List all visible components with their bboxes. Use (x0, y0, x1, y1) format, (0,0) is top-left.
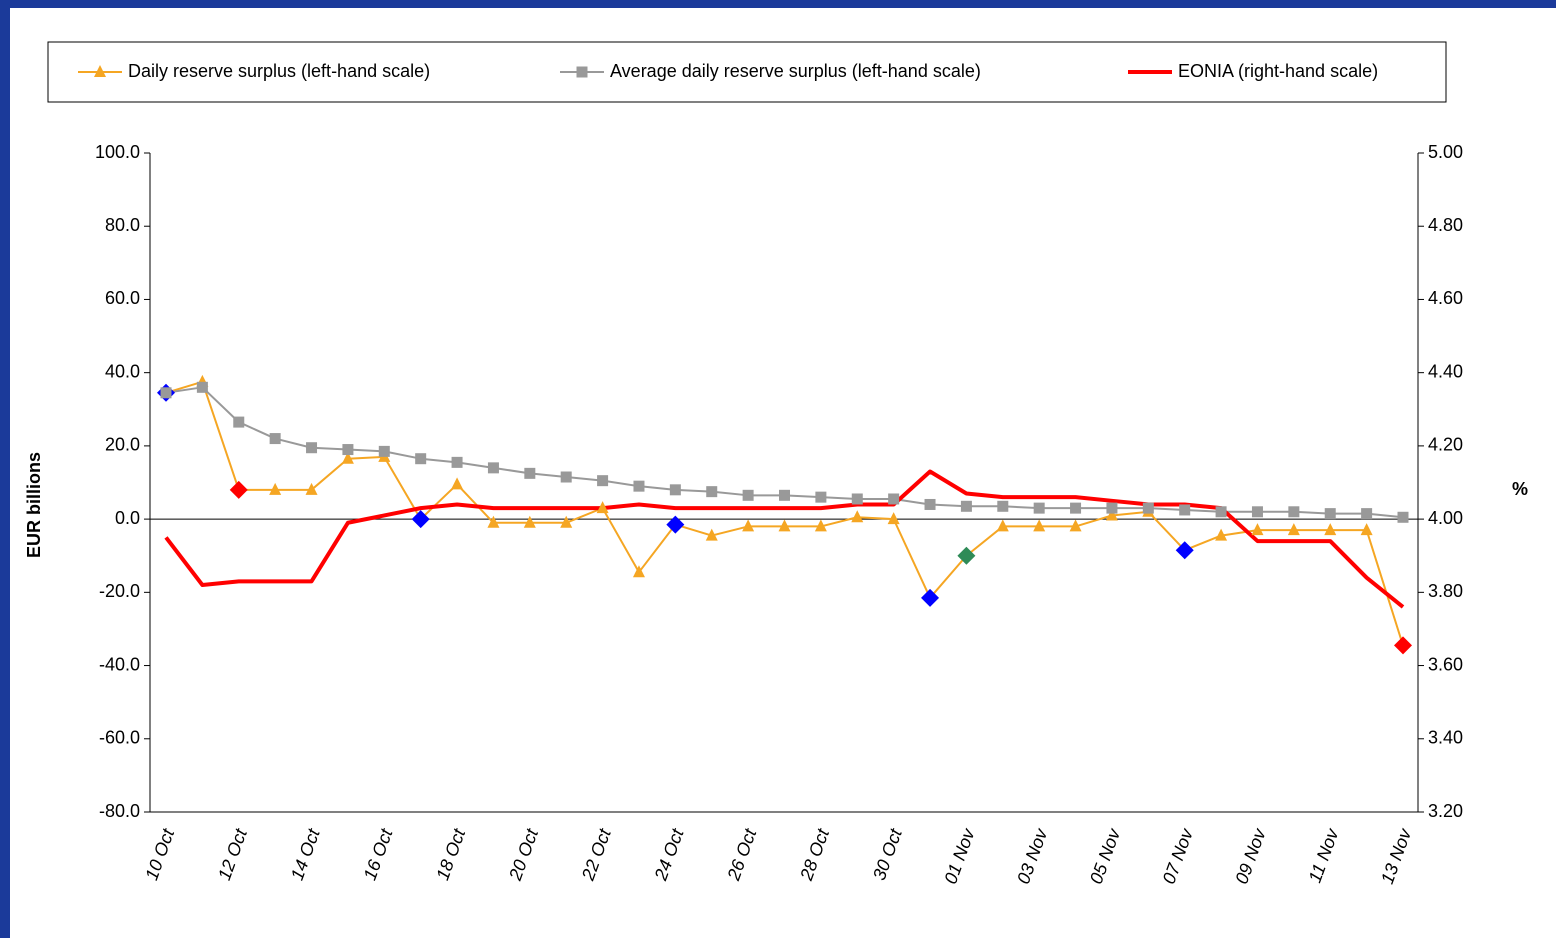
y2-tick-label: 4.60 (1428, 288, 1463, 308)
point-marker (1397, 511, 1409, 523)
point-marker (1070, 502, 1082, 514)
y-tick-label: -20.0 (99, 581, 140, 601)
point-marker (487, 515, 500, 528)
y2-tick-label: 3.20 (1428, 801, 1463, 821)
point-marker (706, 486, 718, 498)
point-marker (523, 515, 536, 528)
point-marker (1287, 523, 1300, 536)
point-marker (160, 387, 172, 399)
panel (10, 8, 1556, 938)
legend-marker (576, 66, 588, 78)
point-marker (524, 467, 536, 479)
point-marker (1324, 508, 1336, 520)
y-tick-label: 60.0 (105, 288, 140, 308)
point-marker (996, 519, 1009, 532)
highlight-marker (229, 480, 248, 499)
point-marker (269, 482, 282, 495)
highlight-marker (1394, 636, 1412, 655)
highlight-marker (957, 546, 976, 565)
point-marker (632, 565, 645, 578)
point-marker (560, 515, 573, 528)
highlight-marker (411, 510, 430, 529)
point-marker (341, 451, 354, 464)
y2-tick-label: 3.40 (1428, 728, 1463, 748)
point-marker (851, 510, 864, 523)
point-marker (1033, 519, 1046, 532)
point-marker (596, 501, 609, 514)
point-marker (814, 519, 827, 532)
series-line (164, 469, 1405, 609)
point-marker (306, 442, 318, 454)
y-tick-label: 0.0 (115, 508, 140, 528)
point-marker (633, 480, 645, 492)
y2-tick-label: 3.80 (1428, 581, 1463, 601)
highlight-marker (921, 588, 940, 607)
point-marker (1179, 504, 1191, 516)
y-tick-label: -40.0 (99, 654, 140, 674)
point-marker (887, 512, 900, 525)
point-marker (851, 493, 863, 505)
point-marker (1215, 506, 1227, 518)
point-marker (378, 445, 390, 457)
point-marker (1288, 506, 1300, 518)
point-marker (1069, 519, 1082, 532)
point-marker (1251, 523, 1264, 536)
point-marker (997, 500, 1009, 512)
point-marker (451, 477, 464, 490)
point-marker (415, 453, 427, 465)
point-marker (233, 416, 245, 428)
legend-box (47, 41, 1447, 103)
y-tick-label: -80.0 (99, 801, 140, 821)
point-marker (1360, 523, 1373, 536)
y2-tick-label: 4.80 (1428, 215, 1463, 235)
y-tick-label: 100.0 (95, 142, 140, 162)
y2-tick-label: 5.00 (1428, 142, 1463, 162)
point-marker (1251, 506, 1263, 518)
y-tick-label: -60.0 (99, 728, 140, 748)
point-marker (888, 493, 900, 505)
point-marker (705, 528, 718, 541)
legend-label: Daily reserve surplus (left-hand scale) (128, 61, 430, 81)
point-marker (342, 444, 354, 456)
point-marker (778, 519, 791, 532)
highlight-marker (1175, 541, 1194, 560)
y2-tick-label: 4.00 (1428, 508, 1463, 528)
point-marker (924, 498, 936, 510)
point-marker (742, 489, 754, 501)
point-marker (742, 519, 755, 532)
legend-marker (94, 65, 106, 77)
point-marker (960, 500, 972, 512)
y2-axis-label: % (1512, 479, 1528, 499)
point-marker (305, 482, 318, 495)
y2-tick-label: 4.40 (1428, 361, 1463, 381)
legend-label: EONIA (right-hand scale) (1178, 61, 1378, 81)
point-marker (1215, 528, 1228, 541)
point-marker (1324, 523, 1337, 536)
point-marker (1106, 502, 1118, 514)
point-marker (1142, 502, 1154, 514)
y2-tick-label: 3.60 (1428, 654, 1463, 674)
point-marker (269, 433, 281, 445)
point-marker (451, 456, 463, 468)
point-marker (597, 475, 609, 487)
point-marker (1033, 502, 1045, 514)
point-marker (487, 462, 499, 474)
highlight-marker (666, 515, 685, 534)
point-marker (1105, 508, 1118, 521)
legend-label: Average daily reserve surplus (left-hand… (610, 61, 981, 81)
point-marker (669, 484, 681, 496)
y-axis-label: EUR billions (24, 452, 44, 558)
y-tick-label: 80.0 (105, 215, 140, 235)
point-marker (560, 471, 572, 483)
y-tick-label: 20.0 (105, 435, 140, 455)
y2-tick-label: 4.20 (1428, 435, 1463, 455)
y-tick-label: 40.0 (105, 361, 140, 381)
point-marker (815, 491, 827, 503)
point-marker (1361, 508, 1373, 520)
point-marker (196, 381, 208, 393)
point-marker (779, 489, 790, 501)
